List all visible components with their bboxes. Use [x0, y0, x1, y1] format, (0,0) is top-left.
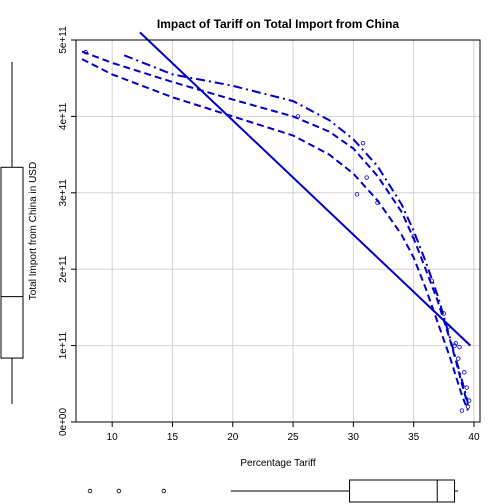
data-point-15 [465, 404, 471, 409]
x-tick-label-0: 10 [107, 432, 119, 443]
data-point-5 [375, 200, 380, 205]
y-axis: 0e+00 1e+11 2e+11 3e+11 4e+11 5e+11 [58, 26, 76, 436]
data-point-9 [446, 324, 451, 329]
plot-frame [75, 39, 481, 423]
y-tick-label-2: 2e+11 [58, 255, 69, 283]
data-point-1 [295, 114, 301, 119]
fit-line-dashed-3 [81, 58, 469, 411]
data-point-2 [360, 140, 366, 146]
x-box-body [349, 479, 456, 503]
fit-line-dashdot-2 [123, 54, 469, 404]
fit-line-dashed-1 [81, 50, 469, 406]
x-box-outlier-1 [116, 488, 122, 494]
data-point-16 [459, 408, 465, 413]
data-point-6 [411, 234, 416, 239]
y-tick-label-1: 1e+11 [58, 331, 69, 359]
data-point-18 [457, 344, 462, 350]
data-point-0 [83, 50, 88, 55]
x-tick-label-1: 15 [167, 432, 179, 443]
data-point-10 [452, 343, 457, 348]
data-point-3 [364, 175, 369, 180]
x-tick-label-4: 30 [348, 432, 360, 443]
x-tick-label-5: 35 [408, 432, 420, 443]
data-point-7 [429, 278, 434, 283]
x-axis: 10 15 20 25 30 35 40 [107, 422, 480, 443]
x-axis-label: Percentage Tariff [240, 458, 315, 469]
x-marginal-boxplot [87, 479, 458, 503]
y-marginal-boxplot [0, 62, 24, 404]
chart-title: Impact of Tariff on Total Import from Ch… [157, 17, 400, 31]
y-tick-label-3: 3e+11 [58, 179, 69, 207]
y-box-body [0, 166, 24, 359]
x-tick-label-6: 40 [468, 432, 480, 443]
x-tick-label-3: 25 [288, 432, 300, 443]
data-point-8 [441, 311, 447, 316]
y-tick-label-4: 4e+11 [58, 102, 69, 130]
data-point-11 [456, 356, 461, 361]
fit-lines [81, 31, 472, 411]
fit-line-solid-0 [139, 31, 472, 347]
y-tick-label-0: 0e+00 [58, 408, 69, 437]
data-point-14 [466, 398, 472, 403]
data-points [83, 50, 472, 413]
y-axis-label: Total Import from China in USD [28, 162, 39, 300]
y-tick-label-5: 5e+11 [58, 26, 69, 54]
x-tick-label-2: 20 [227, 432, 239, 443]
x-box-outlier-2 [161, 488, 167, 494]
data-point-12 [462, 370, 467, 375]
data-point-13 [464, 385, 469, 390]
data-point-17 [453, 341, 459, 346]
x-box-outlier-0 [87, 488, 93, 494]
data-point-4 [354, 192, 360, 197]
